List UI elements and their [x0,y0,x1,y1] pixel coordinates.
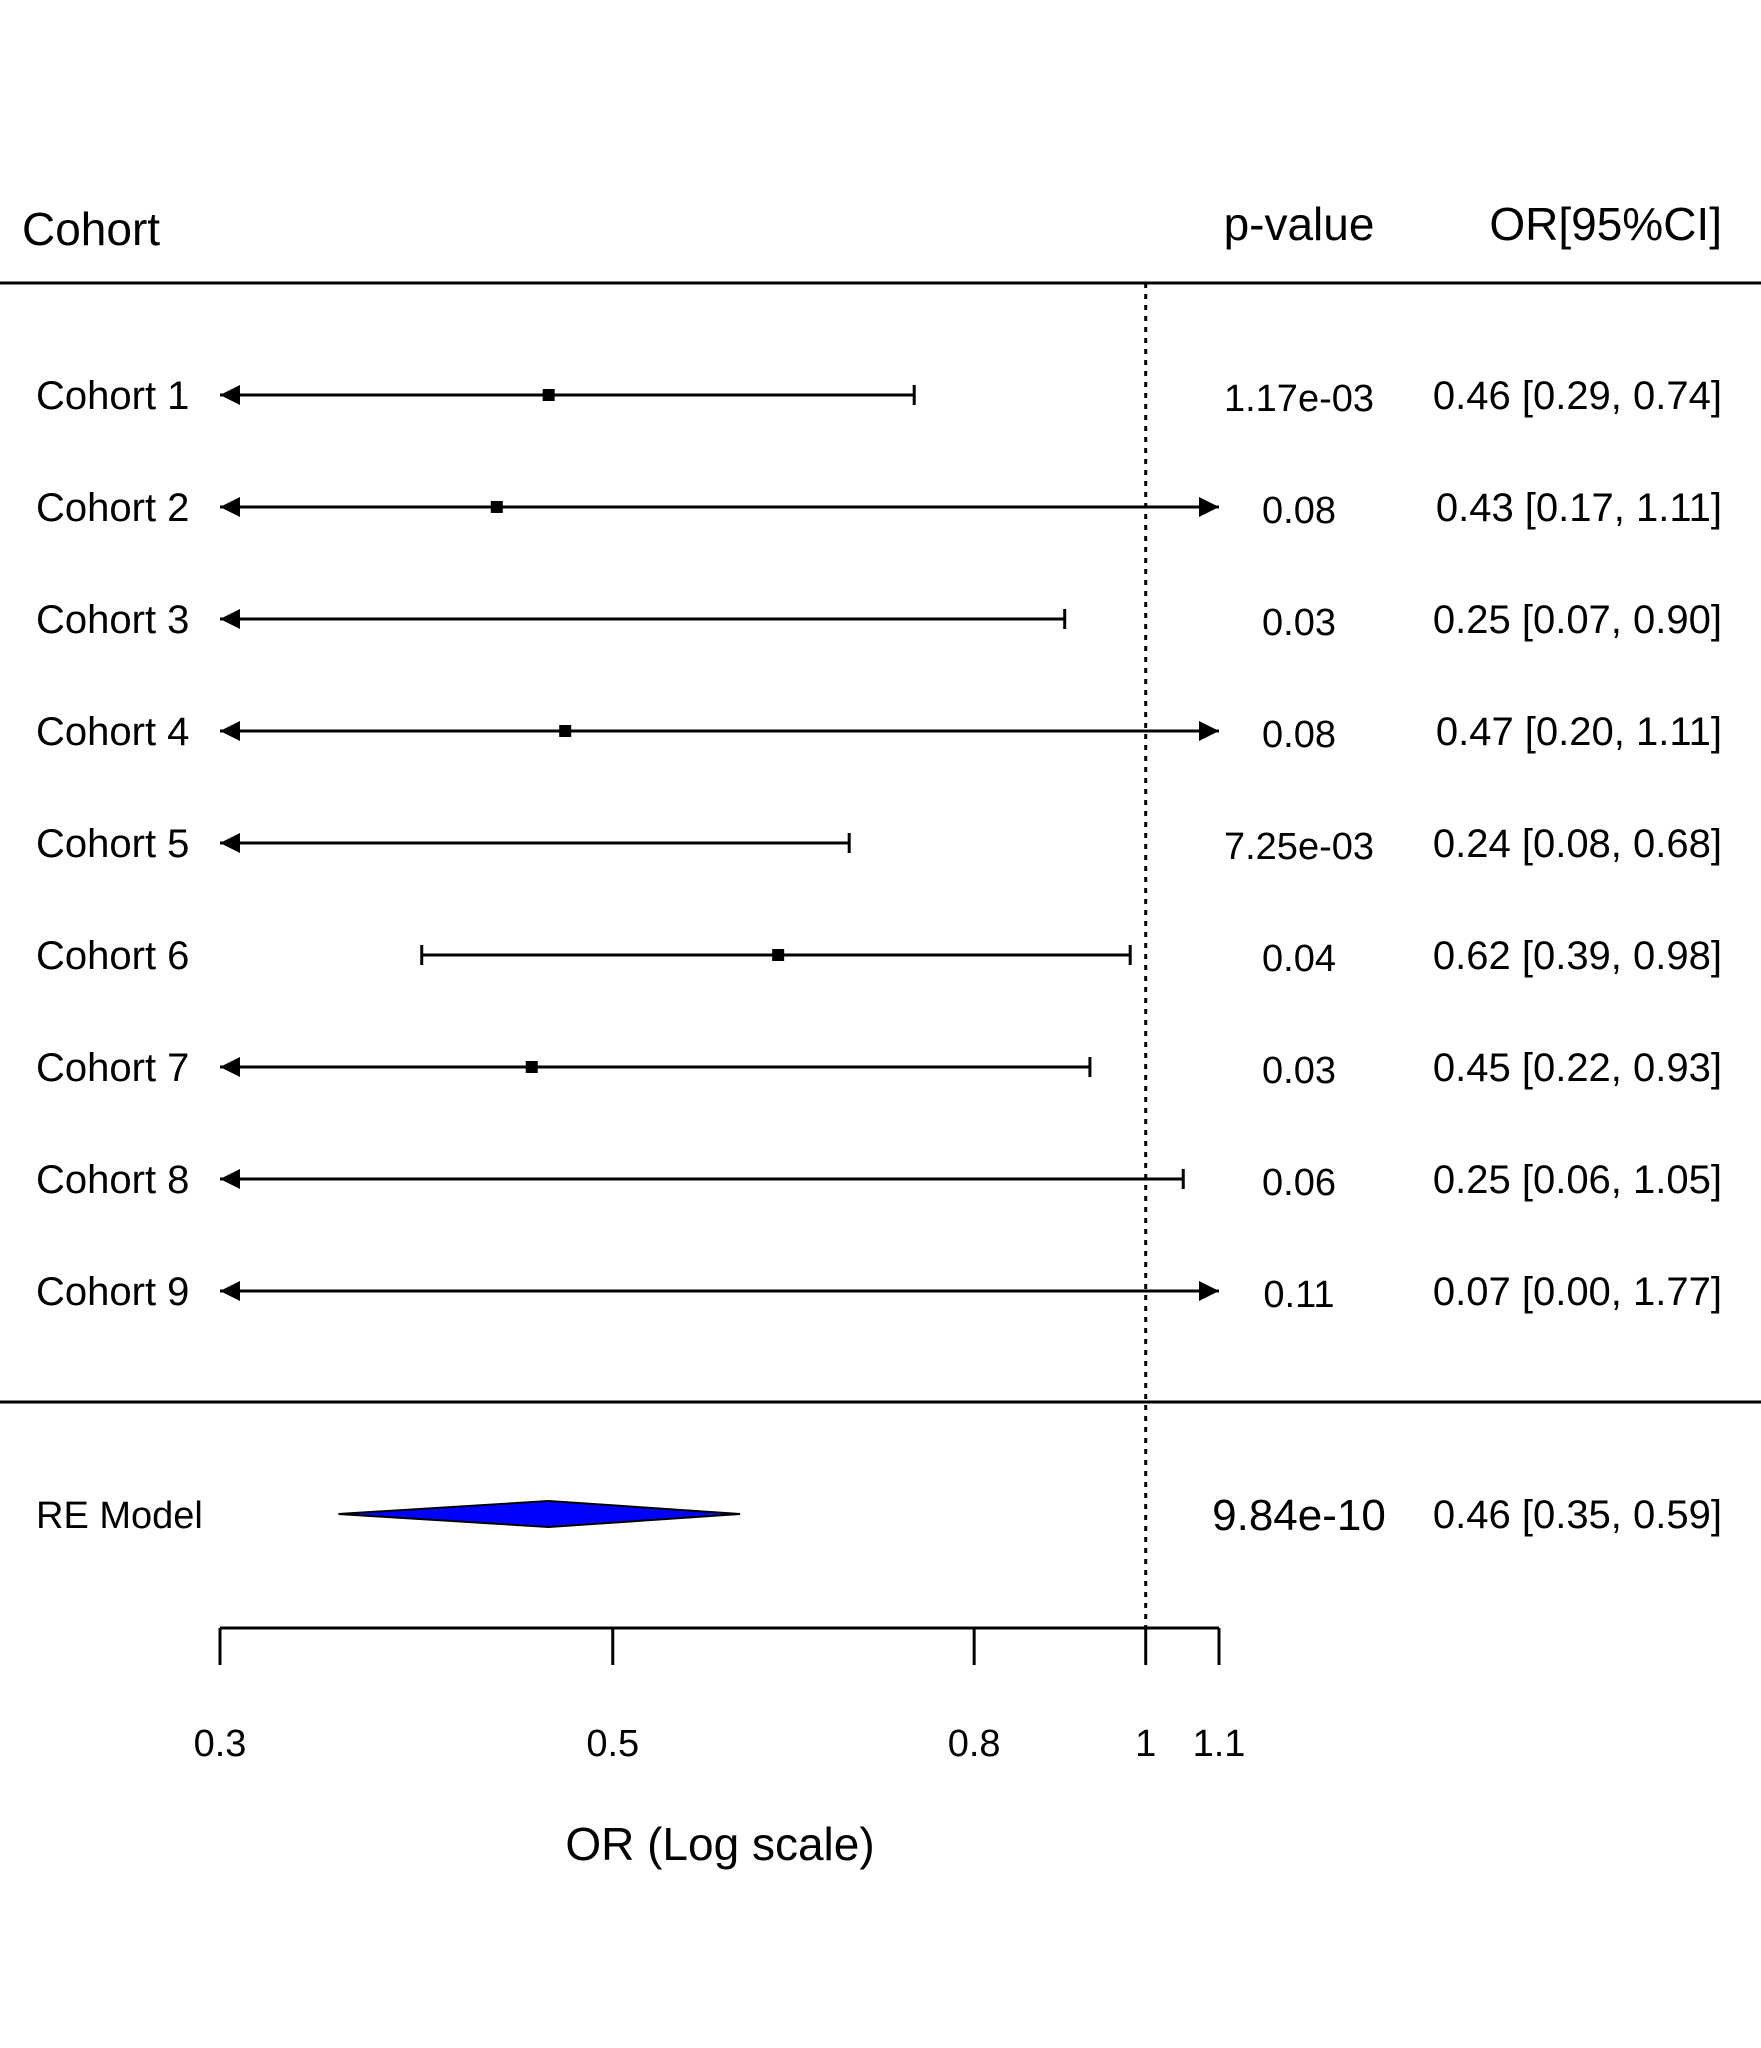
study-label: Cohort 6 [36,934,189,978]
study-pvalue: 1.17e-03 [1224,378,1374,420]
study-pvalue: 0.03 [1262,602,1336,644]
ci-arrow-right [1199,721,1219,741]
study-label: Cohort 8 [36,1158,189,1202]
study-estimate: 0.47 [0.20, 1.11] [1436,710,1722,754]
ci-arrow-right [1199,497,1219,517]
ci-arrow-left [220,721,240,741]
study-label: Cohort 4 [36,710,189,754]
study-label: Cohort 3 [36,598,189,642]
ci-arrow-left [220,1281,240,1301]
study-estimate: 0.24 [0.08, 0.68] [1433,822,1722,866]
study-pvalue: 0.06 [1262,1162,1336,1204]
study-pvalue: 0.08 [1262,490,1336,532]
study-row: Cohort 8 0.06 0.25 [0.06, 1.05] [36,1158,1722,1204]
study-row: Cohort 7 0.03 0.45 [0.22, 0.93] [36,1046,1722,1092]
header-pvalue: p-value [1224,198,1375,250]
point-estimate [542,389,555,401]
point-estimate [772,949,785,961]
ci-arrow-right [1199,1281,1219,1301]
ci-arrow-left [220,497,240,517]
study-estimate: 0.62 [0.39, 0.98] [1433,934,1722,978]
study-label: Cohort 2 [36,486,189,530]
study-row: Cohort 1 1.17e-03 0.46 [0.29, 0.74] [36,374,1722,420]
point-estimate [490,501,503,513]
ci-arrow-left [220,833,240,853]
study-pvalue: 0.04 [1262,938,1336,980]
study-row: Cohort 6 0.04 0.62 [0.39, 0.98] [36,934,1722,980]
point-estimate [525,1061,538,1073]
study-estimate: 0.46 [0.29, 0.74] [1433,374,1722,418]
summary-row: RE Model 9.84e-10 0.46 [0.35, 0.59] [36,1491,1722,1540]
study-label: Cohort 9 [36,1270,189,1314]
summary-label: RE Model [36,1495,203,1537]
x-tick-label: 1.1 [1193,1723,1246,1765]
study-rows: Cohort 1 1.17e-03 0.46 [0.29, 0.74]Cohort … [36,374,1722,1316]
study-estimate: 0.43 [0.17, 1.11] [1436,486,1722,530]
study-label: Cohort 1 [36,374,189,418]
ci-arrow-left [220,1169,240,1189]
x-tick-label: 0.8 [948,1723,1001,1765]
study-estimate: 0.25 [0.07, 0.90] [1433,598,1722,642]
study-row: Cohort 2 0.08 0.43 [0.17, 1.11] [36,486,1722,532]
study-pvalue: 0.08 [1262,714,1336,756]
study-pvalue: 0.03 [1262,1050,1336,1092]
point-estimate [559,725,572,737]
ci-arrow-left [220,1057,240,1077]
study-estimate: 0.25 [0.06, 1.05] [1433,1158,1722,1202]
study-row: Cohort 5 7.25e-03 0.24 [0.08, 0.68] [36,822,1722,868]
study-estimate: 0.45 [0.22, 0.93] [1433,1046,1722,1090]
study-row: Cohort 9 0.11 0.07 [0.00, 1.77] [36,1270,1722,1316]
summary-estimate: 0.46 [0.35, 0.59] [1433,1493,1722,1537]
study-pvalue: 0.11 [1263,1274,1334,1316]
ci-arrow-left [220,609,240,629]
header-study: Cohort [22,203,160,255]
x-tick-label: 1 [1135,1723,1156,1765]
study-label: Cohort 7 [36,1046,189,1090]
x-axis: 0.3 0.5 0.8 1 1.1 [194,1626,1246,1765]
study-estimate: 0.07 [0.00, 1.77] [1433,1270,1722,1314]
ci-arrow-left [220,385,240,405]
study-row: Cohort 3 0.03 0.25 [0.07, 0.90] [36,598,1722,644]
summary-diamond [338,1499,741,1529]
summary-pvalue: 9.84e-10 [1212,1491,1386,1540]
x-tick-label: 0.3 [194,1723,247,1765]
x-tick-label: 0.5 [586,1723,639,1765]
header-estimate: OR[95%CI] [1489,198,1722,250]
study-label: Cohort 5 [36,822,189,866]
study-pvalue: 7.25e-03 [1224,826,1374,868]
x-axis-label: OR (Log scale) [565,1818,874,1870]
study-row: Cohort 4 0.08 0.47 [0.20, 1.11] [36,710,1722,756]
